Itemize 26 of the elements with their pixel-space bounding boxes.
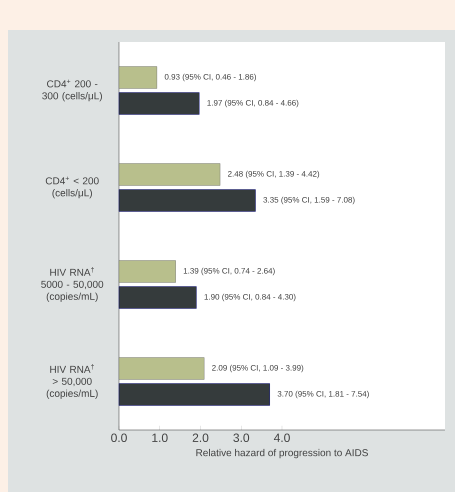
- x-axis-title: Relative hazard of progression to AIDS: [196, 448, 368, 458]
- x-tick-label: 2.0: [192, 434, 208, 442]
- data-label: 1.97 (95% CI, 0.84 - 4.66): [207, 100, 298, 108]
- bar: [118, 66, 158, 89]
- data-label: 2.48 (95% CI, 1.39 - 4.42): [228, 170, 320, 178]
- y-tick-label: HIV RNA$^{†}$ > 50,000 (copies/mL): [46, 364, 98, 399]
- y-tick-label: HIV RNA$^{†}$ 5000 - 50,000 (copies/mL): [41, 267, 104, 302]
- bar: [118, 286, 197, 309]
- bar: [118, 260, 176, 283]
- x-tick-label: 3.0: [233, 434, 250, 442]
- bar: [118, 189, 256, 212]
- data-label: 0.93 (95% CI, 0.46 - 1.86): [164, 74, 256, 82]
- x-tick-label: 1.0: [152, 434, 168, 442]
- y-tick-label: CD4$^{+}$ < 200 (cells/μL): [46, 176, 99, 198]
- bar: [118, 357, 204, 380]
- x-tick-label: 4.0: [274, 434, 290, 442]
- x-tick-label: 0.0: [111, 434, 127, 442]
- data-label: 1.39 (95% CI, 0.74 - 2.64): [184, 268, 275, 276]
- bar: [118, 92, 200, 115]
- bar: [118, 383, 270, 406]
- data-label: 2.09 (95% CI, 1.09 - 3.99): [212, 364, 304, 372]
- data-label: 3.70 (95% CI, 1.81 - 7.54): [278, 390, 369, 398]
- data-label: 1.90 (95% CI, 0.84 - 4.30): [204, 294, 296, 302]
- bar: [118, 163, 220, 186]
- y-tick-label: CD4$^{+}$ 200 - 300 (cells/μL): [42, 80, 102, 102]
- data-label: 3.35 (95% CI, 1.59 - 7.08): [263, 196, 355, 204]
